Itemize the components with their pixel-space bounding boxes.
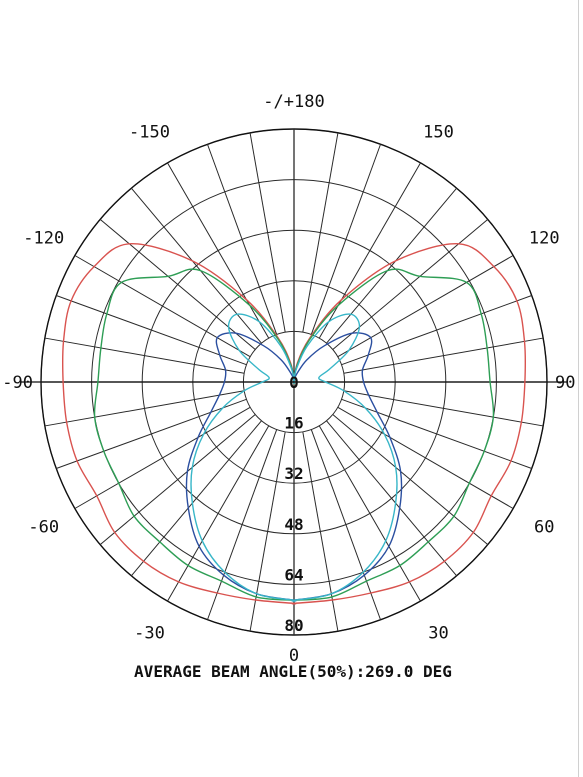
- grid-spoke-160: [310, 144, 382, 335]
- grid-spoke-350: [249, 431, 286, 632]
- grid-spoke-20: [310, 429, 382, 620]
- angle-tick-label: 0: [289, 646, 299, 666]
- grid-spoke-280: [44, 390, 245, 427]
- angle-tick-label: -150: [129, 123, 170, 143]
- radial-tick-label: 64: [284, 565, 303, 584]
- grid-spoke-150: [318, 162, 421, 339]
- grid-spoke-250: [56, 294, 247, 366]
- radial-tick-label: 16: [284, 414, 303, 433]
- angle-tick-label: -90: [2, 373, 33, 393]
- grid-spoke-310: [99, 414, 256, 546]
- grid-spoke-210: [167, 162, 270, 339]
- radial-label-layer: 0 16 32 48 64 80: [284, 373, 303, 635]
- right-edge-line: [578, 0, 579, 777]
- grid-spoke-110: [341, 294, 532, 366]
- grid-spoke-120: [337, 255, 514, 358]
- grid-spoke-30: [318, 425, 421, 602]
- grid-spoke-230: [99, 218, 256, 350]
- series-layer: [61, 243, 527, 605]
- grid-spoke-290: [56, 398, 247, 470]
- angle-tick-label: 120: [529, 229, 560, 249]
- grid-spoke-130: [332, 218, 489, 350]
- angle-tick-label: 150: [423, 123, 454, 143]
- grid-spoke-40: [326, 420, 458, 577]
- grid-spoke-330: [167, 425, 270, 602]
- angle-tick-label: -30: [134, 623, 165, 643]
- grid-spoke-260: [44, 337, 245, 374]
- radial-tick-label: 80: [284, 616, 303, 635]
- grid-spoke-170: [302, 132, 339, 333]
- grid-spoke-100: [343, 337, 544, 374]
- grid-spoke-70: [341, 398, 532, 470]
- angle-tick-label: 90: [555, 373, 575, 393]
- grid-spoke-10: [302, 431, 339, 632]
- angle-tick-label: -60: [28, 518, 59, 538]
- grid-spoke-220: [130, 187, 262, 344]
- grid-spoke-190: [249, 132, 286, 333]
- grid-spoke-300: [74, 406, 251, 509]
- grid-spoke-80: [343, 390, 544, 427]
- grid-spoke-60: [337, 406, 514, 509]
- angle-tick-label: 30: [428, 623, 448, 643]
- radial-tick-label: 32: [284, 464, 303, 483]
- grid-spoke-50: [332, 414, 489, 546]
- angle-tick-label: -/+180: [263, 92, 324, 112]
- radial-tick-label: 0: [289, 373, 299, 392]
- series-line-4: [190, 313, 398, 602]
- grid-spoke-340: [206, 429, 278, 620]
- radial-tick-label: 48: [284, 515, 303, 534]
- grid-spoke-200: [206, 144, 278, 335]
- grid-spoke-240: [74, 255, 251, 358]
- grid-spoke-320: [130, 420, 262, 577]
- angle-tick-label: 60: [534, 518, 554, 538]
- angle-label-layer: -/+180 -150 150 -120 120 -90 90 -60 60 -30 30 0: [2, 92, 575, 666]
- beam-angle-footer: AVERAGE BEAM ANGLE(50%):269.0 DEG: [134, 662, 452, 681]
- angle-tick-label: -120: [23, 229, 64, 249]
- grid-spoke-140: [326, 187, 458, 344]
